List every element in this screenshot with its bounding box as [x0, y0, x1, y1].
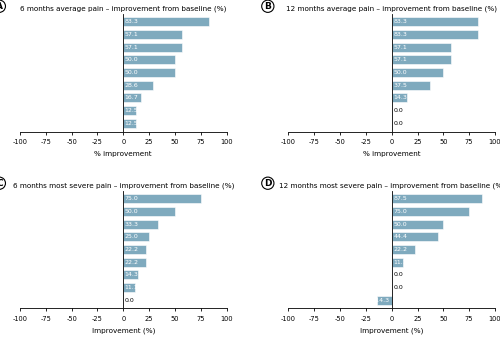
Text: C: C — [0, 179, 2, 188]
Title: 12 months most severe pain – improvement from baseline (%): 12 months most severe pain – improvement… — [278, 183, 500, 189]
Text: A: A — [0, 2, 3, 11]
Title: 6 months average pain – improvement from baseline (%): 6 months average pain – improvement from… — [20, 6, 227, 12]
Bar — [124, 232, 149, 241]
Bar — [377, 296, 392, 305]
Text: 83.3: 83.3 — [394, 32, 407, 37]
Text: 33.3: 33.3 — [125, 222, 139, 227]
Bar — [392, 81, 430, 90]
Bar — [392, 55, 450, 64]
Text: 0.0: 0.0 — [125, 298, 134, 303]
Bar — [124, 106, 136, 115]
Text: 0.0: 0.0 — [394, 121, 403, 126]
Text: 14.3: 14.3 — [125, 272, 138, 277]
Bar — [124, 270, 138, 279]
Bar — [124, 68, 175, 77]
X-axis label: Improvement (%): Improvement (%) — [360, 328, 424, 334]
Bar — [392, 207, 469, 216]
Bar — [124, 93, 140, 102]
Text: 11.1: 11.1 — [394, 260, 407, 265]
Text: 22.2: 22.2 — [394, 247, 407, 252]
X-axis label: % improvement: % improvement — [94, 151, 152, 157]
Text: 22.2: 22.2 — [125, 260, 139, 265]
Bar — [124, 245, 146, 254]
X-axis label: % improvement: % improvement — [363, 151, 420, 157]
Text: B: B — [264, 2, 272, 11]
Title: 12 months average pain – improvement from baseline (%): 12 months average pain – improvement fro… — [286, 6, 497, 12]
Bar — [392, 258, 403, 267]
Text: 50.0: 50.0 — [394, 222, 407, 227]
Bar — [124, 207, 175, 216]
Text: 50.0: 50.0 — [125, 209, 138, 214]
Bar — [392, 220, 444, 229]
Title: 6 months most severe pain – improvement from baseline (%): 6 months most severe pain – improvement … — [12, 183, 234, 189]
Text: 22.2: 22.2 — [125, 247, 139, 252]
Text: 87.5: 87.5 — [394, 196, 407, 201]
Text: 37.5: 37.5 — [394, 83, 407, 88]
Bar — [392, 17, 478, 26]
Text: 12.5: 12.5 — [125, 121, 138, 126]
Text: 0.0: 0.0 — [394, 108, 403, 113]
Text: 57.1: 57.1 — [125, 45, 138, 50]
Text: 44.4: 44.4 — [394, 234, 407, 239]
Text: 25.0: 25.0 — [125, 234, 138, 239]
Text: D: D — [264, 179, 272, 188]
Bar — [124, 30, 182, 39]
Text: -14.3: -14.3 — [374, 298, 390, 303]
Text: 0.0: 0.0 — [394, 272, 403, 277]
Bar — [392, 245, 414, 254]
X-axis label: Improvement (%): Improvement (%) — [92, 328, 155, 334]
Text: 57.1: 57.1 — [394, 57, 407, 62]
Text: 50.0: 50.0 — [125, 70, 138, 75]
Bar — [392, 93, 406, 102]
Text: 0.0: 0.0 — [394, 285, 403, 290]
Bar — [392, 194, 482, 203]
Text: 11.1: 11.1 — [125, 285, 138, 290]
Bar — [124, 258, 146, 267]
Bar — [124, 220, 158, 229]
Bar — [124, 194, 200, 203]
Bar — [124, 17, 210, 26]
Text: 28.6: 28.6 — [125, 83, 138, 88]
Bar — [392, 30, 478, 39]
Bar — [124, 55, 175, 64]
Bar — [392, 232, 438, 241]
Bar — [124, 43, 182, 52]
Text: 83.3: 83.3 — [125, 19, 138, 24]
Bar — [392, 68, 444, 77]
Text: 75.0: 75.0 — [394, 209, 407, 214]
Bar — [124, 119, 136, 128]
Text: 50.0: 50.0 — [394, 70, 407, 75]
Text: 16.7: 16.7 — [125, 95, 138, 100]
Text: 83.3: 83.3 — [394, 19, 407, 24]
Bar — [124, 283, 134, 292]
Text: 14.3: 14.3 — [394, 95, 407, 100]
Text: 75.0: 75.0 — [125, 196, 138, 201]
Text: 12.5: 12.5 — [125, 108, 138, 113]
Text: 57.1: 57.1 — [125, 32, 138, 37]
Text: 50.0: 50.0 — [125, 57, 138, 62]
Bar — [124, 81, 153, 90]
Bar — [392, 43, 450, 52]
Text: 57.1: 57.1 — [394, 45, 407, 50]
